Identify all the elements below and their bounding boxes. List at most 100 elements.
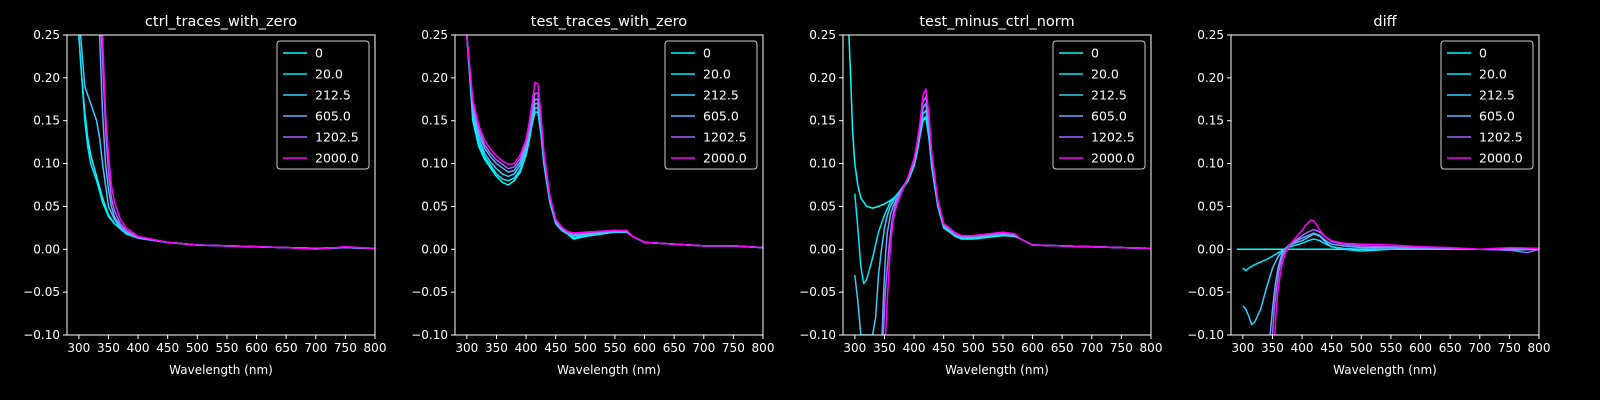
plot-frame xyxy=(66,34,376,336)
legend-entry: 212.5 xyxy=(703,88,739,103)
x-tick-label: 500 xyxy=(962,341,985,355)
y-tick-label: 0.05 xyxy=(809,199,836,213)
chart-panel-ctrl_traces_with_zero: ctrl_traces_with_zero 300 350 400 450 500 550 6… xyxy=(23,14,386,377)
legend-entry: 212.5 xyxy=(1479,88,1515,103)
y-tick-label: 0.25 xyxy=(33,28,60,42)
x-tick-label: 300 xyxy=(455,341,478,355)
legend: 0 20.0 212.5 605.0 1202.5 2000.0 xyxy=(1440,40,1534,170)
y-tick-label: −0.05 xyxy=(1187,285,1224,299)
series-line-2000.0 xyxy=(466,35,763,249)
y-tick-label: 0.05 xyxy=(33,199,60,213)
x-tick-label: 500 xyxy=(186,341,209,355)
series-line-2000.0 xyxy=(1274,219,1539,335)
y-tick-label: 0.10 xyxy=(809,157,836,171)
legend: 0 20.0 212.5 605.0 1202.5 2000.0 xyxy=(664,40,758,170)
x-tick-label: 300 xyxy=(67,341,90,355)
y-tick-label: 0.25 xyxy=(421,28,448,42)
y-tick-label: −0.10 xyxy=(23,328,60,342)
x-tick-label: 800 xyxy=(752,341,775,355)
x-axis-label: Wavelength (nm) xyxy=(945,363,1049,377)
x-tick-label: 400 xyxy=(127,341,150,355)
y-tick-label: 0.10 xyxy=(1197,157,1224,171)
x-tick-label: 750 xyxy=(1110,341,1133,355)
legend-entry: 1202.5 xyxy=(315,130,359,145)
plot-frame xyxy=(842,34,1152,336)
y-tick-label: 0.15 xyxy=(421,114,448,128)
y-tick-label: −0.10 xyxy=(1187,328,1224,342)
x-tick-label: 350 xyxy=(873,341,896,355)
legend-entry: 605.0 xyxy=(1479,109,1515,124)
x-tick-label: 800 xyxy=(1140,341,1163,355)
chart-title: test_minus_ctrl_norm xyxy=(919,14,1074,30)
x-tick-label: 800 xyxy=(364,341,387,355)
y-tick-label: 0.10 xyxy=(421,157,448,171)
x-tick-label: 650 xyxy=(663,341,686,355)
legend-entry: 0 xyxy=(1091,46,1099,61)
y-tick-label: −0.10 xyxy=(411,328,448,342)
plot-frame xyxy=(1230,34,1540,336)
x-tick-label: 300 xyxy=(843,341,866,355)
legend-entry: 0 xyxy=(703,46,711,61)
series-line-605.0 xyxy=(1269,232,1539,335)
x-tick-label: 500 xyxy=(1350,341,1373,355)
y-tick-label: 0.00 xyxy=(33,242,60,256)
y-tick-label: 0.20 xyxy=(1197,71,1224,85)
legend-entry: 605.0 xyxy=(703,109,739,124)
legend-entry: 605.0 xyxy=(315,109,351,124)
y-tick-label: 0.00 xyxy=(809,242,836,256)
y-tick-label: 0.00 xyxy=(1197,242,1224,256)
x-tick-label: 550 xyxy=(991,341,1014,355)
x-tick-label: 650 xyxy=(275,341,298,355)
chart-title: diff xyxy=(1373,14,1397,30)
y-tick-label: 0.15 xyxy=(809,114,836,128)
x-tick-label: 700 xyxy=(1080,341,1103,355)
chart-title: test_traces_with_zero xyxy=(531,14,688,30)
x-tick-label: 550 xyxy=(603,341,626,355)
x-tick-label: 600 xyxy=(1021,341,1044,355)
x-tick-label: 650 xyxy=(1051,341,1074,355)
y-tick-label: −0.05 xyxy=(799,285,836,299)
x-tick-label: 400 xyxy=(515,341,538,355)
y-tick-label: 0.05 xyxy=(1197,199,1224,213)
y-tick-label: 0.15 xyxy=(1197,114,1224,128)
legend-entry: 212.5 xyxy=(315,88,351,103)
legend-entry: 1202.5 xyxy=(1479,130,1523,145)
x-tick-label: 750 xyxy=(722,341,745,355)
x-tick-label: 450 xyxy=(156,341,179,355)
y-tick-label: 0.20 xyxy=(33,71,60,85)
x-tick-label: 300 xyxy=(1231,341,1254,355)
x-tick-label: 350 xyxy=(1261,341,1284,355)
x-tick-label: 600 xyxy=(245,341,268,355)
legend: 0 20.0 212.5 605.0 1202.5 2000.0 xyxy=(276,40,370,170)
legend-entry: 20.0 xyxy=(1479,67,1507,82)
y-tick-label: −0.05 xyxy=(411,285,448,299)
series-line-20.0 xyxy=(1242,238,1539,272)
x-tick-label: 450 xyxy=(932,341,955,355)
x-tick-label: 600 xyxy=(1409,341,1432,355)
legend-entry: 20.0 xyxy=(703,67,731,82)
legend-entry: 20.0 xyxy=(1091,67,1119,82)
y-tick-label: 0.00 xyxy=(421,242,448,256)
x-tick-label: 650 xyxy=(1439,341,1462,355)
plot-frame xyxy=(454,34,764,336)
x-tick-label: 600 xyxy=(633,341,656,355)
x-tick-label: 550 xyxy=(215,341,238,355)
x-tick-label: 350 xyxy=(485,341,508,355)
legend-entry: 605.0 xyxy=(1091,109,1127,124)
x-tick-label: 400 xyxy=(903,341,926,355)
y-tick-label: 0.10 xyxy=(33,157,60,171)
y-tick-label: 0.20 xyxy=(809,71,836,85)
x-tick-label: 800 xyxy=(1528,341,1551,355)
chart-panel-diff: diff 300 350 400 450 500 550 600 650 700 750 800 −0.… xyxy=(1187,14,1550,377)
x-axis-label: Wavelength (nm) xyxy=(169,363,273,377)
legend-entry: 2000.0 xyxy=(1479,151,1523,166)
y-tick-label: 0.25 xyxy=(809,28,836,42)
legend: 0 20.0 212.5 605.0 1202.5 2000.0 xyxy=(1052,40,1146,170)
y-tick-label: 0.20 xyxy=(421,71,448,85)
x-tick-label: 350 xyxy=(97,341,120,355)
x-tick-label: 700 xyxy=(692,341,715,355)
y-tick-label: −0.10 xyxy=(799,328,836,342)
x-axis-label: Wavelength (nm) xyxy=(1333,363,1437,377)
x-tick-label: 750 xyxy=(334,341,357,355)
legend-entry: 212.5 xyxy=(1091,88,1127,103)
